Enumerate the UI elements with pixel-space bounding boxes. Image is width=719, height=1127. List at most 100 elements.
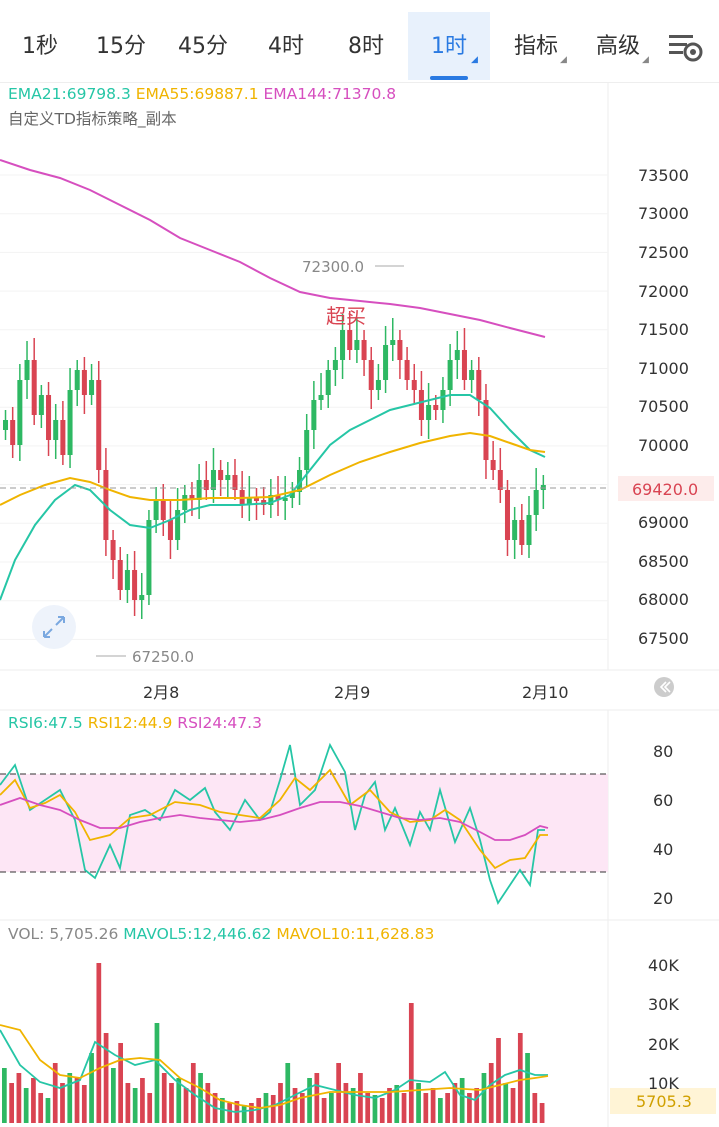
candle-body	[203, 480, 209, 490]
y-tick: 68500	[638, 552, 689, 571]
volume-bar	[379, 1098, 385, 1123]
y-tick: 72000	[638, 282, 689, 301]
rsi24-line	[0, 797, 549, 841]
volume-bar	[132, 1088, 138, 1123]
candle-body	[282, 498, 288, 501]
volume-bar	[503, 1083, 509, 1123]
volume-bar	[408, 1003, 414, 1123]
candle-body	[124, 570, 130, 590]
volume-bar	[532, 1093, 538, 1123]
volume-bar	[292, 1088, 298, 1123]
candle-body	[490, 460, 496, 470]
high-marker-text: 72300.0	[302, 258, 364, 276]
rsi12-line	[0, 768, 548, 870]
volume-bar	[350, 1088, 356, 1123]
current-volume-text: 5705.3	[636, 1092, 692, 1111]
candle-body	[153, 500, 159, 520]
y-tick: 71000	[638, 359, 689, 378]
candle-body	[175, 510, 181, 540]
volume-bars	[2, 963, 545, 1123]
x-tick: 2月10	[522, 683, 569, 702]
volume-bar	[481, 1073, 487, 1123]
candle-body	[253, 498, 260, 501]
expand-arrows-icon[interactable]	[32, 605, 76, 649]
y-tick: 67500	[638, 629, 689, 648]
volume-bar	[467, 1093, 472, 1123]
candle-body	[24, 360, 30, 380]
chart-settings-icon[interactable]	[666, 30, 706, 66]
mavol10-value: MAVOL10:11,628.83	[276, 925, 435, 943]
candle-body	[383, 345, 389, 380]
tab-label: 4时	[268, 34, 304, 59]
volume-bar	[183, 1088, 189, 1123]
y-tick: 20	[653, 889, 673, 908]
dropdown-triangle-icon: ◢	[471, 55, 478, 65]
candle-body	[117, 560, 123, 590]
tab-1h[interactable]: 1时 ◢	[408, 12, 490, 80]
volume-bar	[299, 1093, 305, 1123]
candle-body	[10, 420, 16, 445]
candle-body	[225, 475, 231, 480]
volume-bar	[81, 1085, 87, 1123]
candle-body	[347, 330, 353, 350]
volume-bar	[329, 1093, 334, 1123]
timeframe-tabbar: 1秒 15分 45分 4时 8时 1时 ◢ 指标 ◢ 高级 ◢	[0, 0, 719, 83]
volume-bar	[496, 1038, 501, 1123]
price-axis: 73500 73000 72500 72000 71500 71000 7050…	[638, 166, 689, 648]
candle-body	[411, 380, 417, 390]
overbought-label: 超买	[326, 304, 366, 328]
candle-body	[533, 490, 539, 515]
tab-4h[interactable]: 4时	[258, 12, 314, 80]
current-volume-tag	[610, 1088, 716, 1114]
candle-body	[526, 515, 532, 545]
candle-body	[210, 470, 216, 490]
candle-body	[418, 390, 424, 420]
tab-1s[interactable]: 1秒	[12, 12, 68, 80]
active-tab-indicator	[430, 76, 468, 80]
tab-indicators[interactable]: 指标 ◢	[500, 12, 572, 80]
volume-bar	[452, 1083, 458, 1123]
candle-body	[189, 495, 195, 500]
y-tick: 40K	[648, 956, 679, 975]
candle-body	[81, 370, 87, 395]
y-tick: 73500	[638, 166, 689, 185]
volume-bar	[67, 1073, 73, 1123]
tab-label: 15分	[96, 34, 146, 59]
candle-body	[46, 395, 52, 440]
volume-bar	[256, 1098, 262, 1123]
y-tick: 70000	[638, 436, 689, 455]
tab-label: 1时	[431, 34, 467, 59]
candle-body	[461, 350, 467, 380]
candle-body	[38, 395, 44, 415]
candle-body	[146, 520, 152, 595]
candle-body	[17, 380, 23, 445]
tab-15m[interactable]: 15分	[88, 12, 154, 80]
candle-body	[332, 360, 338, 370]
tab-label: 45分	[178, 34, 228, 59]
candle-body	[318, 395, 324, 400]
candle-body	[96, 380, 102, 470]
candle-body	[167, 520, 173, 540]
volume-bar	[321, 1098, 327, 1123]
candle-body	[504, 490, 510, 540]
y-tick: 73000	[638, 204, 689, 223]
candle-body	[132, 570, 138, 600]
candle-body	[275, 495, 281, 500]
volume-bar	[169, 1083, 174, 1123]
scroll-to-latest-icon[interactable]	[654, 677, 674, 697]
volume-bar	[23, 1088, 29, 1123]
volume-bar	[60, 1083, 65, 1123]
tab-45m[interactable]: 45分	[170, 12, 236, 80]
volume-bar	[147, 1093, 153, 1123]
candle-body	[89, 380, 95, 395]
volume-bar	[510, 1088, 516, 1123]
tab-label: 8时	[348, 34, 384, 59]
candle-body	[110, 540, 116, 560]
tab-advanced[interactable]: 高级 ◢	[582, 12, 654, 80]
candle-body	[246, 498, 252, 505]
tab-8h[interactable]: 8时	[338, 12, 394, 80]
candle-body	[375, 380, 381, 390]
y-tick: 30K	[648, 995, 679, 1014]
volume-bar	[31, 1078, 36, 1123]
